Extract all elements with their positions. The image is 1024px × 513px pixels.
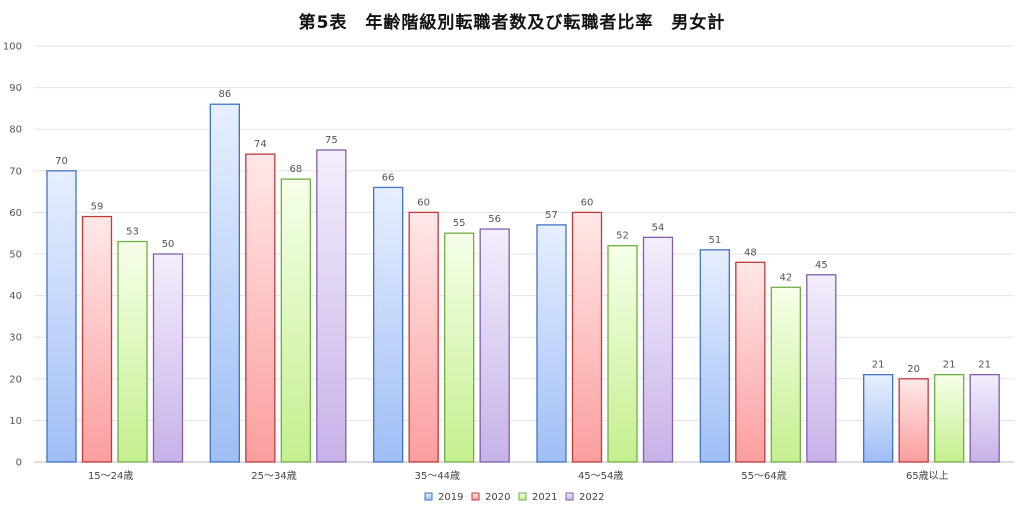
category-label: 25～34歳 [251, 470, 296, 482]
data-label: 56 [488, 214, 501, 225]
data-label: 60 [581, 197, 594, 208]
bar-2019 [209, 103, 240, 463]
category-label: 15～24歳 [88, 470, 133, 482]
category-label: 45～54歳 [578, 470, 623, 482]
data-label: 74 [254, 139, 267, 150]
data-label: 42 [779, 272, 792, 283]
legend: 2019 2020 2021 2022 [424, 492, 604, 503]
data-label: 50 [162, 239, 175, 250]
category-label: 65歳以上 [906, 470, 949, 482]
data-label: 75 [325, 135, 338, 146]
data-label: 48 [744, 247, 757, 258]
legend-label: 2021 [532, 492, 557, 503]
y-tick-label: 10 [9, 416, 22, 427]
data-label: 86 [218, 89, 231, 100]
legend-swatch-2019 [424, 492, 433, 501]
y-tick-label: 30 [9, 333, 22, 344]
y-tick-label: 0 [16, 458, 22, 469]
axes: 0 10 20 30 40 50 60 70 80 90 100 15～24歳 25～34歳 35～44歳… [3, 42, 949, 483]
y-tick-label: 100 [3, 42, 22, 53]
bar-2020 [898, 378, 929, 463]
gridlines [34, 45, 1014, 463]
bar-2020 [408, 211, 439, 463]
data-label: 21 [943, 360, 956, 371]
data-label: 59 [91, 202, 104, 213]
data-label: 68 [289, 164, 302, 175]
legend-label: 2020 [485, 492, 510, 503]
data-label: 53 [126, 227, 139, 238]
bar-2022 [806, 274, 837, 463]
data-label: 66 [382, 172, 395, 183]
y-tick-label: 80 [9, 125, 22, 136]
data-label: 52 [616, 231, 629, 242]
bar-2019 [863, 373, 894, 463]
data-label: 70 [55, 156, 68, 167]
bar-2022 [316, 149, 347, 463]
legend-label: 2019 [438, 492, 463, 503]
bar-2021 [934, 373, 965, 463]
data-label: 55 [453, 218, 466, 229]
y-tick-label: 90 [9, 83, 22, 94]
category-label: 35～44歳 [415, 470, 460, 482]
bar-2020 [735, 261, 766, 463]
y-tick-label: 50 [9, 250, 22, 261]
bar-2020 [245, 153, 276, 463]
bar-2022 [969, 373, 1000, 463]
bars [46, 103, 1000, 463]
bar-2020 [571, 211, 603, 463]
bar-2021 [444, 232, 475, 463]
bar-2019 [699, 249, 730, 463]
data-label: 21 [872, 360, 885, 371]
bar-2020 [81, 215, 113, 463]
bar-2021 [117, 240, 148, 463]
data-label: 21 [978, 360, 991, 371]
y-tick-label: 40 [9, 291, 22, 302]
data-label: 45 [815, 260, 828, 271]
bar-2019 [373, 186, 404, 463]
data-label: 54 [652, 222, 665, 233]
y-tick-label: 60 [9, 208, 22, 219]
bar-2021 [607, 245, 638, 463]
category-label: 55～64歳 [741, 470, 786, 482]
chart-title: 第5表 年齢階級別転職者数及び転職者比率 男女計 [298, 13, 726, 33]
data-label: 51 [708, 235, 721, 246]
y-tick-label: 20 [9, 374, 22, 385]
data-label: 57 [545, 210, 558, 221]
bar-2022 [479, 228, 510, 463]
y-tick-label: 70 [9, 166, 22, 177]
data-label: 20 [907, 364, 920, 375]
legend-swatch-2022 [565, 492, 574, 501]
bar-2022 [152, 253, 184, 463]
legend-label: 2022 [579, 492, 604, 503]
bar-2021 [280, 178, 311, 463]
legend-swatch-2021 [518, 492, 527, 501]
data-label: 60 [417, 197, 430, 208]
bar-2021 [770, 286, 801, 463]
bar-2019 [536, 224, 567, 463]
bar-2019 [46, 170, 77, 463]
bar-2022 [642, 236, 674, 463]
data-labels: 70 59 53 50 86 74 68 75 66 60 55 56 57 60 52 54 51 48 42 45… [55, 89, 991, 375]
legend-swatch-2020 [471, 492, 480, 501]
